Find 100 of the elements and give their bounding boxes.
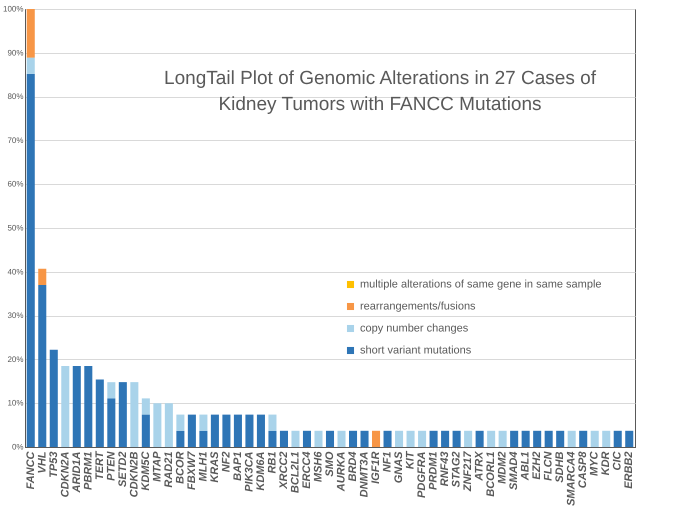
bar [84, 366, 92, 447]
bar [26, 9, 35, 58]
bar [590, 430, 599, 447]
x-tick-label: CDKN2B [128, 451, 140, 498]
bar [107, 398, 116, 447]
bar [199, 430, 208, 447]
x-tick-label: KDM5C [140, 450, 152, 491]
x-tick-label: KRAS [208, 450, 221, 483]
x-tick-label: AURKA [336, 451, 348, 492]
x-tick-label: BCL2L1 [289, 452, 302, 494]
legend-label: multiple alterations of same gene in same sample [360, 278, 602, 290]
bar [234, 414, 242, 447]
x-tick-label: EZH2 [531, 452, 544, 480]
bar [441, 430, 450, 447]
bar [544, 430, 553, 447]
x-tick-label: FLCN [542, 450, 555, 481]
bar [487, 430, 496, 447]
bar [395, 430, 404, 447]
bar [96, 380, 104, 447]
x-tick-label: RNF43 [439, 452, 452, 486]
x-tick-label: SMARCA4 [566, 452, 578, 506]
x-tick-label: RB1 [266, 452, 278, 474]
bar [614, 430, 622, 447]
y-tick-label: 10% [7, 398, 24, 408]
bar [222, 414, 230, 447]
x-tick-label: TERT [94, 450, 106, 480]
x-tick-label: PDGFRA [416, 451, 428, 498]
legend-label: rearrangements/fusions [360, 300, 476, 312]
bar [130, 382, 138, 447]
bar [164, 403, 173, 447]
x-tick-label: SMO [324, 451, 336, 477]
x-tick-label: ZNF217 [462, 450, 474, 492]
y-tick-label: 70% [7, 136, 24, 145]
x-tick-label: MSH6 [312, 450, 324, 482]
bar [326, 430, 334, 447]
x-tick-label: PIK3CA [243, 451, 256, 492]
bar [245, 414, 254, 447]
bar [256, 414, 265, 447]
bar [176, 414, 184, 431]
bar [291, 430, 300, 447]
bar [579, 430, 588, 447]
bar [348, 430, 358, 447]
bar [384, 430, 392, 447]
bar [61, 366, 70, 447]
x-tick-label: CDKN2A [59, 451, 72, 498]
y-tick-label: 90% [7, 48, 24, 58]
x-tick-label: BCORL1 [485, 452, 498, 497]
x-tick-label: PBRM1 [82, 452, 94, 490]
legend-label: copy number changes [360, 322, 469, 334]
x-tick-label: XRCC2 [278, 452, 290, 490]
text: LongTail Plot of Genomic Alterations in 27 Cases of Kidney Tumors with FANCC Mutations [164, 68, 597, 115]
bar [26, 74, 35, 447]
x-tick-label: VHL [36, 451, 48, 474]
bar [510, 430, 518, 447]
bar [418, 430, 426, 447]
x-tick-label: BRD4 [347, 452, 360, 482]
x-tick-label: SDHB [554, 451, 566, 483]
x-tick-label: DNMT3A [358, 451, 371, 498]
bar [118, 382, 127, 447]
y-tick-label: 20% [7, 354, 24, 364]
bar [314, 430, 323, 447]
bar [464, 430, 472, 447]
bar [38, 284, 46, 447]
x-tick-label: MDM2 [496, 452, 509, 484]
bar [302, 430, 312, 447]
x-tick-label: ATRX [474, 450, 486, 482]
bar [268, 414, 276, 431]
x-tick-label: RAD21 [162, 452, 175, 488]
bar [153, 403, 162, 447]
bar [268, 430, 276, 447]
x-tick-label: SETD2 [116, 452, 129, 487]
x-tick-label: PRDM1 [428, 452, 440, 490]
x-tick-label: MLH1 [197, 452, 210, 482]
legend-label: short variant mutations [360, 344, 472, 356]
bar [142, 398, 150, 415]
bar [280, 430, 288, 447]
y-tick-label: 100% [3, 4, 24, 14]
x-tick-label: KDM6A [254, 451, 267, 491]
bar [210, 414, 219, 447]
x-tick-label: BCOR [174, 451, 186, 484]
bar [406, 430, 415, 447]
bar [602, 430, 610, 447]
bar [568, 430, 576, 447]
y-tick-label: 30% [7, 311, 24, 320]
x-tick-label: FANCC [24, 450, 37, 490]
x-tick-label: TP53 [48, 452, 60, 478]
bar [50, 350, 58, 447]
bar [556, 430, 564, 447]
bar [533, 430, 542, 447]
x-tick-label: IGF1R [370, 451, 382, 484]
x-tick-label: BAP1 [232, 452, 244, 481]
bar [107, 382, 116, 398]
x-tick-label: MTAP [151, 450, 164, 482]
x-tick-label: CASP8 [577, 450, 590, 488]
bar [199, 414, 208, 431]
x-tick-label: MYC [588, 450, 601, 476]
x-tick-label: FBXW7 [186, 450, 198, 490]
x-tick-label: CIC [612, 450, 624, 470]
bar [498, 430, 507, 447]
x-tick-label: NF1 [382, 452, 394, 472]
